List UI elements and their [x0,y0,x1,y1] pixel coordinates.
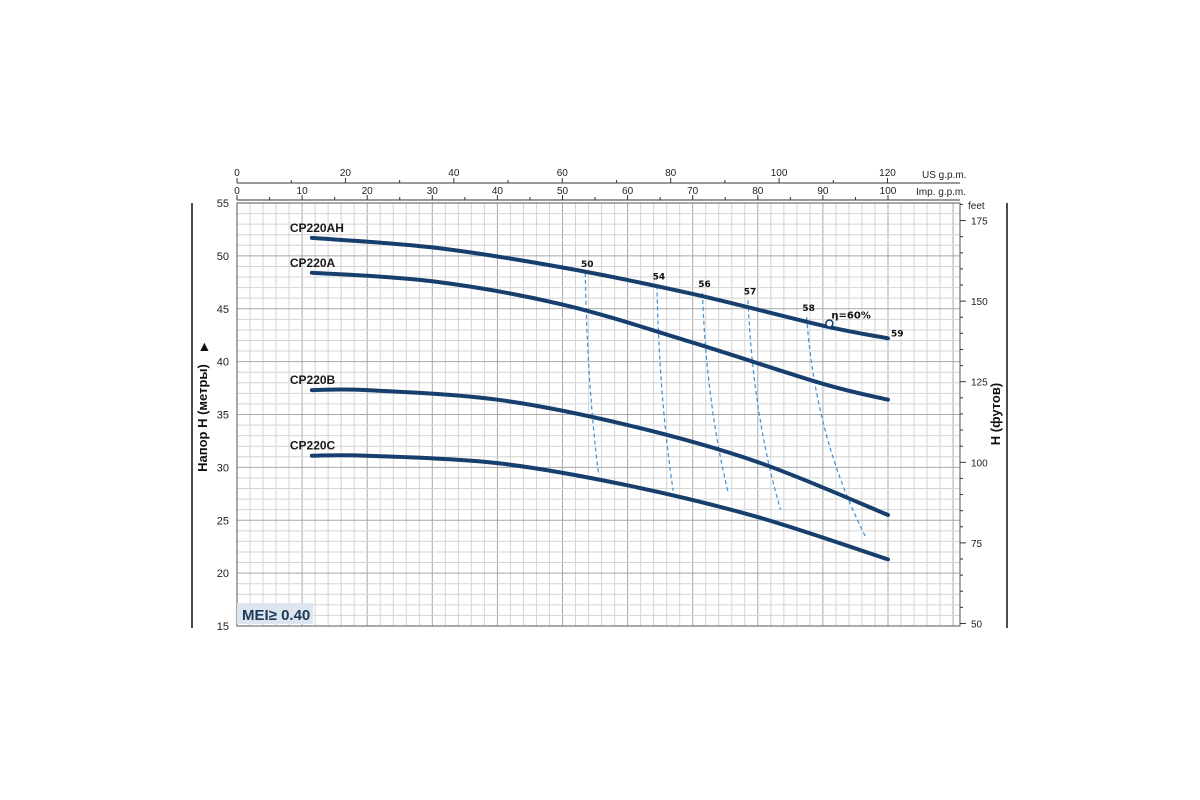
efficiency-line [584,272,599,473]
y-left-tick-label: 40 [217,357,229,369]
curve-label: CP220B [290,373,336,387]
y-left-tick-label: 55 [217,198,229,210]
y-left-tick-label: 15 [217,621,229,633]
imp-tick-label: 10 [297,186,309,197]
y-left-tick-label: 20 [217,568,229,580]
imp-tick-label: 20 [362,186,374,197]
efficiency-label: 56 [698,280,711,290]
y-left-tick-label: 45 [217,304,229,316]
y-right-label: H (футов) [988,383,1003,445]
efficiency-line [656,285,674,491]
y-right-tick-label: 125 [971,378,988,389]
plot-frame [236,202,961,627]
top-axis-unit: US g.p.m. [922,170,966,181]
imp-tick-label: 80 [752,186,764,197]
curve-cp220b [309,387,890,517]
imp-tick-label: 0 [234,186,240,197]
efficiency-label: 50 [581,260,594,270]
imp-tick-label: 70 [687,186,699,197]
mei-label: MEI≥ 0.40 [242,607,310,624]
y-left-tick-label: 35 [217,410,229,422]
efficiency-label: 57 [744,287,757,297]
grid [236,202,960,627]
eta-marker [825,319,834,328]
eta-label: η=60% [831,311,870,322]
y-left-label: Напор H (метры) [195,364,210,472]
y-left-tick-label: 30 [217,462,229,474]
efficiency-lines: 50 54 56 57 58 [581,260,866,537]
y-left-tick-label: 25 [217,515,229,527]
us-tick-label: 120 [879,168,896,179]
mei-badge [237,603,313,624]
us-tick-label: 100 [771,168,788,179]
efficiency-label: 58 [802,304,815,314]
tick-labels: 0 20 40 60 80 100 120 0 10 20 30 40 50 60 70 80 90 100 15 2… [217,168,988,633]
imp-tick-label: 60 [622,186,634,197]
efficiency-line [806,317,866,537]
imp-tick-label: 40 [492,186,504,197]
bottom-axis-unit: Imp. g.p.m. [916,187,966,198]
curve-label: CP220C [290,439,336,453]
y-right-tick-label: 175 [971,217,988,228]
feet-unit: feet [968,201,985,212]
y-right-tick-label: 50 [971,619,983,630]
y-left-arrow: ▶ [199,342,210,352]
us-tick-label: 40 [448,168,460,179]
us-tick-label: 20 [340,168,352,179]
imp-tick-label: 30 [427,186,439,197]
efficiency-label: 54 [653,272,666,282]
curve-label: CP220AH [290,221,344,235]
us-tick-label: 60 [557,168,569,179]
us-tick-label: 0 [234,168,240,179]
y-left-tick-label: 50 [217,251,229,263]
performance-curves [309,235,890,562]
axes [191,182,1008,628]
efficiency-line [701,292,730,494]
curve-cp220c [309,453,890,562]
curve-cp220ah [309,235,890,341]
curve-cp220a [309,270,890,402]
y-right-tick-label: 100 [971,458,988,469]
imp-tick-label: 90 [817,186,829,197]
end-efficiency-label: 59 [891,329,904,339]
y-right-tick-label: 150 [971,297,988,308]
y-right-tick-label: 75 [971,539,983,550]
curve-labels: CP220AH CP220A CP220B CP220C η=60% 59 [290,221,904,453]
us-tick-label: 80 [665,168,677,179]
imp-tick-label: 100 [880,186,897,197]
imp-tick-label: 50 [557,186,569,197]
curve-label: CP220A [290,256,336,270]
